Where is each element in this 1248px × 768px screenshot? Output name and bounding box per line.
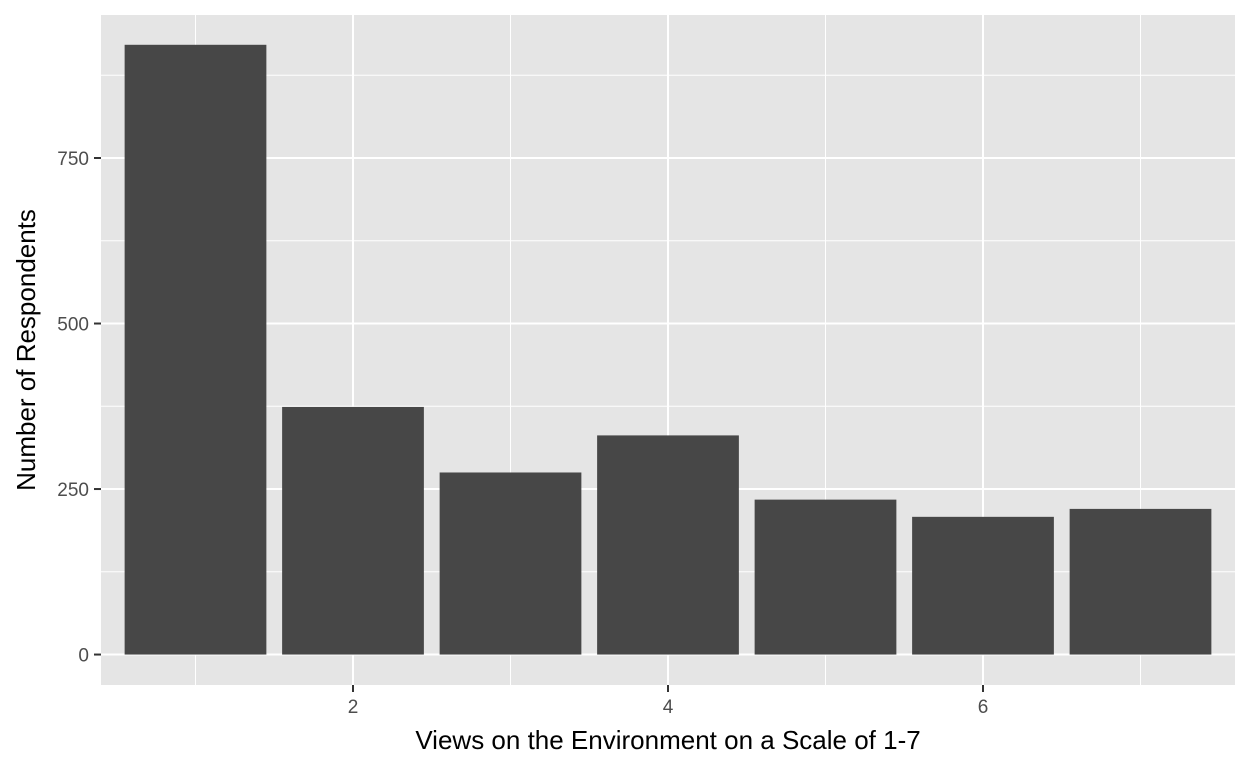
y-tick-label: 0 — [78, 646, 89, 667]
x-axis: 2 4 6 — [348, 685, 989, 718]
y-axis: 0 250 500 750 — [57, 149, 101, 667]
x-tick-label: 2 — [348, 697, 359, 718]
bar-4 — [597, 435, 739, 655]
bar-5 — [754, 499, 897, 655]
x-tick-label: 4 — [663, 697, 674, 718]
bar-6 — [912, 516, 1054, 655]
bar-3 — [439, 472, 582, 655]
bar-2 — [282, 406, 424, 655]
bar-7 — [1069, 508, 1212, 655]
y-axis-title: Number of Respondents — [11, 209, 41, 491]
y-tick-label: 250 — [57, 480, 89, 501]
y-tick-label: 750 — [57, 149, 89, 170]
bar-1 — [124, 44, 267, 655]
x-tick-label: 6 — [978, 697, 989, 718]
bars — [124, 44, 1212, 655]
x-axis-title: Views on the Environment on a Scale of 1… — [415, 725, 920, 755]
y-tick-label: 500 — [57, 315, 89, 336]
